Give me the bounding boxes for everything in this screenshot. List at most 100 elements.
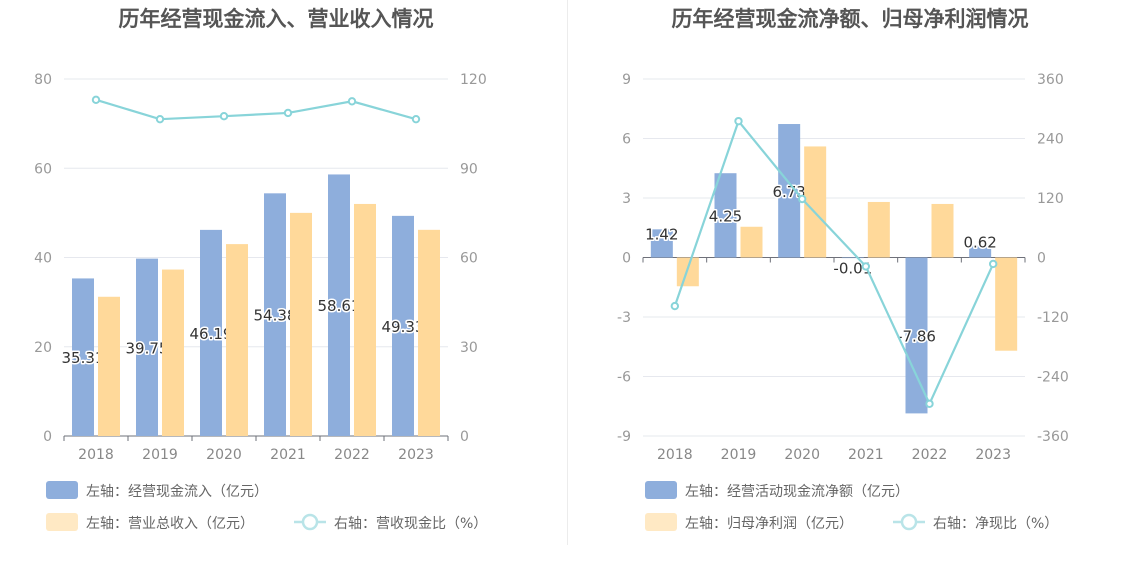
right-axis-tick-label: -360: [1037, 429, 1069, 445]
left-axis-tick-label: 6: [622, 132, 631, 148]
right-axis-tick-label: 120: [460, 72, 487, 88]
bar-series-2: [867, 201, 890, 258]
left-axis-tick-label: -3: [617, 310, 631, 326]
line-series: [95, 98, 417, 121]
x-axis-tick-label: 2021: [848, 447, 884, 463]
line-point: [925, 399, 934, 408]
bar-data-label: 39.75: [126, 339, 169, 357]
bar-series-1: [328, 174, 350, 436]
bar-series-1: [136, 258, 158, 436]
right-axis-tick-label: 60: [460, 251, 478, 267]
left-axis-tick-label: 60: [34, 161, 52, 177]
bar-data-label: 49.33: [382, 318, 425, 336]
line-point: [347, 97, 357, 106]
bar-series-2: [676, 257, 699, 287]
legend-label: 左轴：经营活动现金流净额（亿元）: [685, 484, 909, 500]
bar-series-2: [162, 269, 184, 436]
bar-data-label: 4.25: [709, 207, 742, 225]
bar-series-2: [226, 244, 248, 436]
right-axis-tick-label: 240: [1037, 132, 1064, 148]
right-axis-tick-label: 30: [460, 340, 478, 356]
chart-divider: [567, 0, 568, 545]
line-point: [411, 114, 421, 124]
right-axis-tick-label: 0: [460, 429, 469, 445]
legend-swatch-bar-2: [645, 513, 677, 531]
left-axis-tick-label: -6: [617, 370, 631, 386]
left-axis-tick-label: 20: [34, 340, 52, 356]
x-axis-tick-label: 2023: [398, 447, 434, 463]
bar-series-2: [995, 257, 1018, 351]
bar-series-1: [200, 229, 222, 436]
chart-title: 历年经营现金流入、营业收入情况: [119, 7, 434, 31]
legend-label: 左轴：营业总收入（亿元）: [86, 516, 254, 532]
right-axis-tick-label: 120: [1037, 191, 1064, 207]
line-point: [219, 111, 229, 121]
bar-series-1: [969, 245, 992, 258]
bar-series-1: [264, 193, 286, 436]
legend-swatch-bar-1: [645, 481, 677, 499]
bar-data-label: 54.38: [254, 307, 297, 325]
line-point: [155, 114, 165, 124]
line-point: [734, 116, 743, 126]
left-axis-tick-label: 3: [622, 191, 631, 207]
left-axis-tick-label: 40: [34, 251, 52, 267]
x-axis-tick-label: 2022: [334, 447, 370, 463]
line-point: [91, 95, 101, 105]
bar-series-2: [804, 146, 827, 258]
line-series: [673, 118, 995, 407]
chart-net-cash-profit: 历年经营现金流净额、归母净利润情况 -9 -360 -6 -240 -3 -120 0 0 3 12…: [617, 7, 1069, 532]
x-axis-tick-label: 2019: [721, 447, 757, 463]
line-point: [670, 301, 680, 311]
bar-data-label: 1.42: [645, 225, 678, 243]
legend-swatch-line-marker: [301, 513, 319, 531]
bar-data-label: 6.73: [772, 183, 805, 201]
left-axis-tick-label: 9: [622, 72, 631, 88]
bar-series-2: [740, 226, 763, 258]
bar-series-1: [392, 215, 414, 436]
line-point: [797, 194, 807, 204]
left-axis-tick-label: 0: [43, 429, 52, 445]
x-axis-tick-label: 2022: [912, 447, 948, 463]
x-axis-tick-label: 2020: [784, 447, 820, 463]
right-axis-tick-label: 360: [1037, 72, 1064, 88]
legend-swatch-line-marker: [900, 513, 918, 531]
bar-data-label: 0.62: [963, 233, 996, 251]
x-axis-tick-label: 2018: [657, 447, 693, 463]
line-point: [861, 262, 871, 271]
right-axis-tick-label: 0: [1037, 251, 1046, 267]
x-axis-tick-label: 2021: [270, 447, 306, 463]
right-axis-tick-label: -240: [1037, 370, 1069, 386]
bar-series-2: [931, 203, 954, 258]
legend-label: 右轴：营收现金比（%）: [334, 516, 487, 532]
bar-series-1: [714, 173, 737, 258]
chart-cash-inflow-revenue: 历年经营现金流入、营业收入情况 0 0 20 30 40 60 60 90 80 120 2018 20…: [34, 7, 487, 532]
bar-series-1: [778, 124, 801, 258]
legend-swatch-bar-2: [46, 513, 78, 531]
line-point: [988, 259, 998, 269]
bar-series-1: [72, 278, 94, 436]
x-axis-tick-label: 2023: [975, 447, 1011, 463]
legend-label: 右轴：净现比（%）: [933, 516, 1058, 532]
bar-series-1: [841, 257, 864, 259]
legend-swatch-bar-1: [46, 481, 78, 499]
legend-label: 左轴：经营现金流入（亿元）: [86, 484, 268, 500]
bar-series-1: [650, 229, 673, 258]
bar-series-2: [290, 212, 312, 436]
bar-data-label: 58.61: [318, 297, 361, 315]
bar-data-label: 35.31: [62, 349, 105, 367]
legend-label: 左轴：归母净利润（亿元）: [685, 515, 853, 532]
bar-series-2: [354, 203, 376, 436]
bar-series-2: [98, 296, 120, 436]
bar-data-label: -7.86: [897, 327, 936, 345]
x-axis-tick-label: 2018: [78, 447, 114, 463]
chart-title: 历年经营现金流净额、归母净利润情况: [672, 7, 1029, 31]
left-axis-tick-label: -9: [617, 429, 631, 445]
right-axis-tick-label: 90: [460, 161, 478, 177]
line-point: [283, 108, 293, 118]
left-axis-tick-label: 80: [34, 72, 52, 88]
bar-series-2: [418, 229, 440, 436]
right-axis-tick-label: -120: [1037, 310, 1069, 326]
bar-data-label: 46.19: [190, 325, 233, 343]
x-axis-tick-label: 2019: [142, 447, 178, 463]
